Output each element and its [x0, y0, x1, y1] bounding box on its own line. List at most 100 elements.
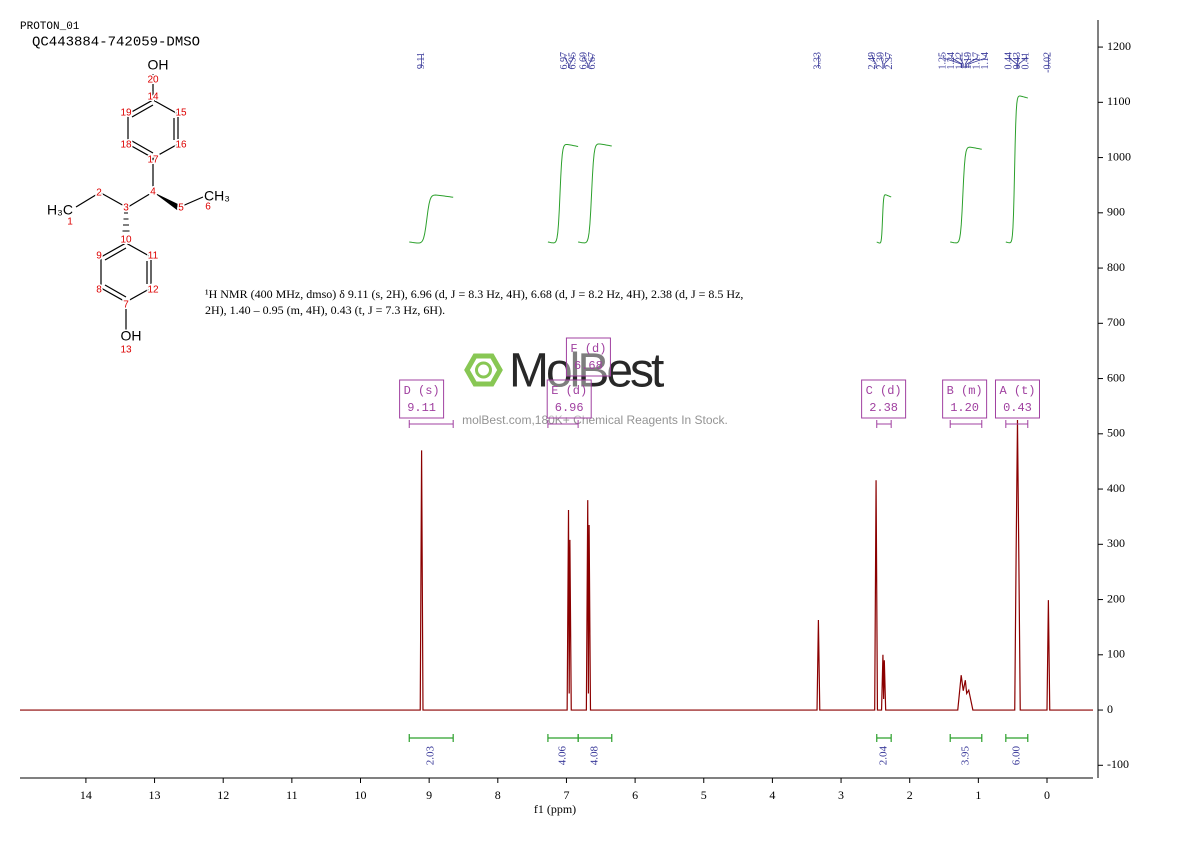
atom-number: 11 — [148, 251, 159, 262]
multiplet-box — [861, 379, 907, 419]
multiplet-range — [408, 420, 454, 428]
x-tick-label: 2 — [907, 788, 913, 802]
multiplet-shift: 0.43 — [1003, 401, 1032, 415]
peak-label: 2.39 — [875, 52, 886, 70]
y-tick-label: 800 — [1107, 260, 1125, 274]
peak-connector — [1018, 55, 1027, 68]
atom-number: 17 — [147, 155, 159, 166]
atom-number: 2 — [96, 188, 102, 199]
nmr-description: ¹H NMR (400 MHz, dmso) δ 9.11 (s, 2H), 6… — [205, 287, 744, 317]
peak-connector — [964, 55, 970, 68]
peak-connector — [1008, 55, 1018, 68]
peak-connector — [569, 55, 574, 68]
peak-label: 1.24 — [946, 52, 957, 70]
y-tick-label: 300 — [1107, 536, 1125, 550]
y-tick-label: 600 — [1107, 370, 1125, 384]
multiplet-box — [399, 379, 445, 419]
peak-connector — [883, 55, 890, 68]
integral-curve — [578, 143, 612, 244]
peak-label: 6.67 — [587, 52, 598, 70]
logo-hexagon — [464, 353, 503, 387]
peak-connector — [583, 55, 589, 68]
peak-connector — [951, 55, 963, 68]
atom-number: 1 — [67, 217, 73, 228]
atom-number: 10 — [120, 235, 132, 246]
atom-number: 14 — [147, 92, 159, 103]
integral-bracket — [876, 734, 892, 742]
x-tick-label: 5 — [701, 788, 707, 802]
peak-label: 6.95 — [568, 52, 579, 70]
integral-bracket — [1005, 734, 1029, 742]
peak-connector — [966, 55, 978, 68]
y-tick-label: 900 — [1107, 205, 1125, 219]
atom-number: 5 — [178, 203, 184, 214]
x-tick-label: 0 — [1044, 788, 1050, 802]
multiplet-shift: 2.38 — [869, 401, 898, 415]
watermark-tagline: molBest.com,180K+ Chemical Reagents In S… — [462, 413, 728, 427]
watermark: MolBest molBest.com,180K+ Chemical Reage… — [462, 345, 728, 428]
watermark-brand: MolBest — [509, 345, 664, 398]
atom-group: OH — [121, 328, 142, 344]
peak-label: 1.14 — [980, 52, 991, 70]
multiplet-shift: 6.68 — [574, 359, 603, 373]
peak-label: 0.41 — [1021, 52, 1032, 70]
peak-label: 2.37 — [884, 52, 895, 70]
logo-ring — [475, 361, 492, 379]
x-tick-label: 13 — [149, 788, 161, 802]
peak-label: 2.49 — [867, 52, 878, 70]
multiplet-name: F (d) — [570, 342, 606, 356]
peak-label: 0.44 — [1004, 52, 1015, 70]
peak-connector — [588, 55, 594, 68]
peak-label: 1.19 — [963, 52, 974, 70]
x-tick-label: 12 — [217, 788, 229, 802]
multiplet-name: E (d) — [551, 384, 587, 398]
multiplet-range — [949, 420, 983, 428]
y-tick-label: 200 — [1107, 591, 1125, 605]
atom-group: OH — [148, 57, 169, 73]
atom-number: 20 — [147, 75, 159, 86]
atom-number: 9 — [96, 251, 102, 262]
peak-connector — [968, 55, 987, 68]
x-axis-label: f1 (ppm) — [534, 802, 576, 816]
x-tick-label: 9 — [426, 788, 432, 802]
atom-number: 4 — [150, 187, 156, 198]
integral-label: 4.08 — [588, 746, 600, 766]
integral-curve — [409, 194, 454, 244]
integral-bracket — [949, 734, 983, 742]
y-tick-label: 500 — [1107, 426, 1125, 440]
peak-label: 6.97 — [559, 52, 570, 70]
peak-connector — [564, 55, 569, 68]
multiplet-box — [994, 379, 1040, 419]
peak-connector — [880, 55, 884, 68]
y-tick-label: 400 — [1107, 481, 1125, 495]
peak-connector — [872, 55, 877, 68]
peak-connector — [942, 55, 962, 68]
x-tick-label: 4 — [769, 788, 775, 802]
multiplet-box — [565, 337, 611, 377]
integral-bracket — [408, 734, 454, 742]
molecule-bonds — [75, 74, 204, 330]
x-tick-label: 7 — [563, 788, 569, 802]
x-tick-label: 14 — [80, 788, 92, 802]
integral-curve — [950, 146, 982, 244]
multiplet-name: B (m) — [947, 384, 983, 398]
integral-label: 6.00 — [1010, 746, 1022, 766]
integral-curve — [547, 143, 579, 244]
peak-connector — [959, 55, 964, 68]
atom-group: CH₃ — [204, 188, 230, 204]
x-tick-label: 1 — [975, 788, 981, 802]
x-tick-label: 11 — [286, 788, 298, 802]
integral-curve — [1005, 95, 1028, 244]
atom-number: 7 — [123, 300, 129, 311]
y-tick-label: 100 — [1107, 647, 1125, 661]
atom-number: 8 — [96, 285, 102, 296]
integral-label: 4.06 — [557, 746, 569, 766]
peak-label: 6.69 — [578, 52, 589, 70]
multiplet-box — [546, 379, 592, 419]
integral-label: 3.95 — [960, 746, 972, 766]
atom-number: 3 — [123, 203, 129, 214]
atom-number: 12 — [147, 285, 159, 296]
atom-number: 15 — [175, 108, 187, 119]
